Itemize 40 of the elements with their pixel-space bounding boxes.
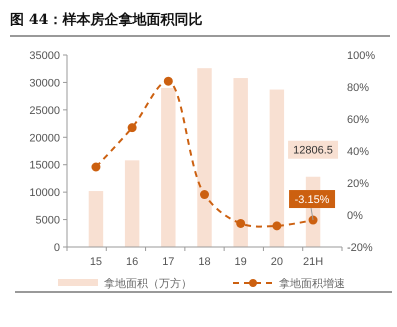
data-label: -3.15%	[294, 194, 330, 206]
point	[272, 221, 282, 230]
y2-tick-label: 0%	[347, 210, 364, 222]
chart-title: 图 44：样本房企拿地面积同比	[10, 11, 202, 28]
bar	[233, 78, 248, 247]
y-tick-label: 25000	[29, 104, 60, 117]
point	[164, 76, 173, 86]
bar	[161, 88, 176, 247]
y2-tick-label: 60%	[347, 114, 370, 126]
y-tick-label: 35000	[29, 50, 60, 62]
legend-label: 拿地面积（万方）	[104, 277, 192, 290]
y-tick-label: 10000	[29, 187, 60, 200]
x-tick-label: 15	[90, 256, 102, 268]
y2-tick-label: 100%	[347, 50, 376, 62]
point	[236, 218, 246, 228]
bar	[270, 90, 284, 247]
y-tick-label: 15000	[29, 160, 60, 172]
point	[308, 216, 318, 225]
y2-tick-label: -20%	[347, 242, 373, 254]
data-label: 12806.5	[293, 144, 333, 157]
point	[91, 162, 100, 172]
x-tick-label: 17	[162, 256, 174, 268]
y2-tick-label: 80%	[347, 82, 370, 94]
y-tick-label: 30000	[29, 77, 60, 90]
y-tick-label: 20000	[29, 132, 60, 144]
y2-tick-label: 20%	[347, 178, 370, 190]
x-tick-label: 21H	[302, 256, 324, 268]
y-tick-label: 0	[54, 242, 60, 254]
point	[200, 190, 209, 200]
x-tick-label: 20	[270, 256, 283, 268]
y2-tick-label: 40%	[347, 146, 370, 158]
point	[128, 123, 137, 132]
y-tick-label: 5000	[36, 214, 60, 227]
bar	[124, 160, 140, 247]
bar	[197, 68, 212, 247]
x-tick-label: 16	[126, 256, 138, 268]
bar	[88, 191, 104, 247]
x-tick-label: 18	[198, 256, 211, 268]
x-tick-label: 19	[234, 256, 247, 268]
legend-label: 拿地面积增速	[279, 277, 345, 290]
